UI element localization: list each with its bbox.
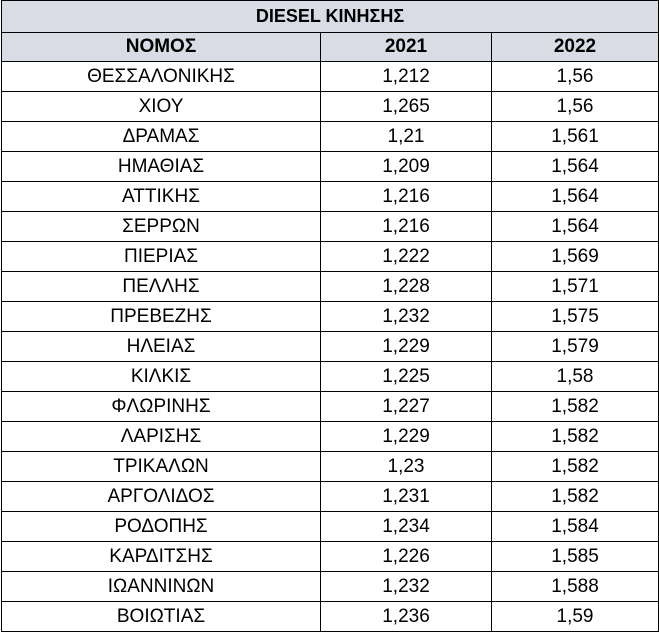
cell-2022[interactable]: 1,56 (491, 91, 659, 122)
cell-nomos[interactable]: ΚΑΡΔΙΤΣΗΣ (1, 541, 321, 572)
cell-2022[interactable]: 1,569 (491, 241, 659, 272)
cell-2022[interactable]: 1,579 (491, 331, 659, 362)
table-title[interactable]: DIESEL ΚΙΝΗΣΗΣ (1, 0, 659, 33)
table-row: ΒΟΙΩΤΙΑΣ 1,236 1,59 (1, 601, 659, 632)
table-row: ΡΟΔΟΠΗΣ 1,234 1,584 (1, 511, 659, 542)
cell-2022[interactable]: 1,582 (491, 451, 659, 482)
cell-2021[interactable]: 1,236 (320, 601, 492, 632)
table-row: ΠΡΕΒΕΖΗΣ 1,232 1,575 (1, 301, 659, 332)
table-title-row: DIESEL ΚΙΝΗΣΗΣ (1, 0, 659, 33)
cell-nomos[interactable]: ΦΛΩΡΙΝΗΣ (1, 391, 321, 422)
cell-2021[interactable]: 1,216 (320, 181, 492, 212)
table-row: ΛΑΡΙΣΗΣ 1,229 1,582 (1, 421, 659, 452)
cell-2021[interactable]: 1,229 (320, 421, 492, 452)
cell-2022[interactable]: 1,571 (491, 271, 659, 302)
cell-nomos[interactable]: ΡΟΔΟΠΗΣ (1, 511, 321, 542)
cell-2022[interactable]: 1,564 (491, 181, 659, 212)
column-header-nomos[interactable]: ΝΟΜΟΣ (1, 32, 321, 62)
cell-nomos[interactable]: ΛΑΡΙΣΗΣ (1, 421, 321, 452)
cell-2021[interactable]: 1,212 (320, 61, 492, 92)
table-row: ΙΩΑΝΝΙΝΩΝ 1,232 1,588 (1, 571, 659, 602)
table-row: ΘΕΣΣΑΛΟΝΙΚΗΣ 1,212 1,56 (1, 61, 659, 92)
cell-2022[interactable]: 1,582 (491, 391, 659, 422)
cell-nomos[interactable]: ΚΙΛΚΙΣ (1, 361, 321, 392)
cell-nomos[interactable]: ΘΕΣΣΑΛΟΝΙΚΗΣ (1, 61, 321, 92)
cell-2021[interactable]: 1,23 (320, 451, 492, 482)
cell-2022[interactable]: 1,59 (491, 601, 659, 632)
cell-2022[interactable]: 1,588 (491, 571, 659, 602)
table-row: ΠΙΕΡΙΑΣ 1,222 1,569 (1, 241, 659, 272)
cell-2021[interactable]: 1,226 (320, 541, 492, 572)
cell-2021[interactable]: 1,225 (320, 361, 492, 392)
cell-nomos[interactable]: ΠΕΛΛΗΣ (1, 271, 321, 302)
cell-nomos[interactable]: ΣΕΡΡΩΝ (1, 211, 321, 242)
table-row: ΗΛΕΙΑΣ 1,229 1,579 (1, 331, 659, 362)
cell-2022[interactable]: 1,575 (491, 301, 659, 332)
cell-nomos[interactable]: ΙΩΑΝΝΙΝΩΝ (1, 571, 321, 602)
cell-2021[interactable]: 1,234 (320, 511, 492, 542)
cell-nomos[interactable]: ΤΡΙΚΑΛΩΝ (1, 451, 321, 482)
table-row: ΠΕΛΛΗΣ 1,228 1,571 (1, 271, 659, 302)
cell-2021[interactable]: 1,216 (320, 211, 492, 242)
cell-2022[interactable]: 1,564 (491, 151, 659, 182)
cell-nomos[interactable]: ΑΤΤΙΚΗΣ (1, 181, 321, 212)
cell-2021[interactable]: 1,232 (320, 301, 492, 332)
table-row: ΤΡΙΚΑΛΩΝ 1,23 1,582 (1, 451, 659, 482)
table-row: ΔΡΑΜΑΣ 1,21 1,561 (1, 121, 659, 152)
table-row: ΧΙΟΥ 1,265 1,56 (1, 91, 659, 122)
cell-2022[interactable]: 1,561 (491, 121, 659, 152)
table-row: ΦΛΩΡΙΝΗΣ 1,227 1,582 (1, 391, 659, 422)
cell-2021[interactable]: 1,232 (320, 571, 492, 602)
table-row: ΗΜΑΘΙΑΣ 1,209 1,564 (1, 151, 659, 182)
cell-nomos[interactable]: ΠΙΕΡΙΑΣ (1, 241, 321, 272)
cell-nomos[interactable]: ΧΙΟΥ (1, 91, 321, 122)
cell-nomos[interactable]: ΗΛΕΙΑΣ (1, 331, 321, 362)
cell-2021[interactable]: 1,229 (320, 331, 492, 362)
cell-2022[interactable]: 1,564 (491, 211, 659, 242)
cell-nomos[interactable]: ΔΡΑΜΑΣ (1, 121, 321, 152)
cell-2022[interactable]: 1,585 (491, 541, 659, 572)
cell-2021[interactable]: 1,209 (320, 151, 492, 182)
cell-2021[interactable]: 1,265 (320, 91, 492, 122)
cell-nomos[interactable]: ΑΡΓΟΛΙΔΟΣ (1, 481, 321, 512)
column-header-2022[interactable]: 2022 (491, 32, 659, 62)
cell-2022[interactable]: 1,56 (491, 61, 659, 92)
cell-2021[interactable]: 1,21 (320, 121, 492, 152)
column-header-row: ΝΟΜΟΣ 2021 2022 (1, 32, 659, 62)
table-row: ΑΡΓΟΛΙΔΟΣ 1,231 1,582 (1, 481, 659, 512)
table-row: ΚΙΛΚΙΣ 1,225 1,58 (1, 361, 659, 392)
cell-2022[interactable]: 1,584 (491, 511, 659, 542)
cell-2021[interactable]: 1,231 (320, 481, 492, 512)
cell-nomos[interactable]: ΗΜΑΘΙΑΣ (1, 151, 321, 182)
column-header-2021[interactable]: 2021 (320, 32, 492, 62)
cell-2022[interactable]: 1,582 (491, 421, 659, 452)
cell-2021[interactable]: 1,222 (320, 241, 492, 272)
cell-nomos[interactable]: ΒΟΙΩΤΙΑΣ (1, 601, 321, 632)
table-body: ΘΕΣΣΑΛΟΝΙΚΗΣ 1,212 1,56 ΧΙΟΥ 1,265 1,56 ΔΡΑΜΑΣ… (1, 61, 659, 632)
table-row: ΑΤΤΙΚΗΣ 1,216 1,564 (1, 181, 659, 212)
cell-2022[interactable]: 1,58 (491, 361, 659, 392)
table-row: ΚΑΡΔΙΤΣΗΣ 1,226 1,585 (1, 541, 659, 572)
cell-2021[interactable]: 1,227 (320, 391, 492, 422)
cell-2021[interactable]: 1,228 (320, 271, 492, 302)
cell-nomos[interactable]: ΠΡΕΒΕΖΗΣ (1, 301, 321, 332)
table-row: ΣΕΡΡΩΝ 1,216 1,564 (1, 211, 659, 242)
cell-2022[interactable]: 1,582 (491, 481, 659, 512)
